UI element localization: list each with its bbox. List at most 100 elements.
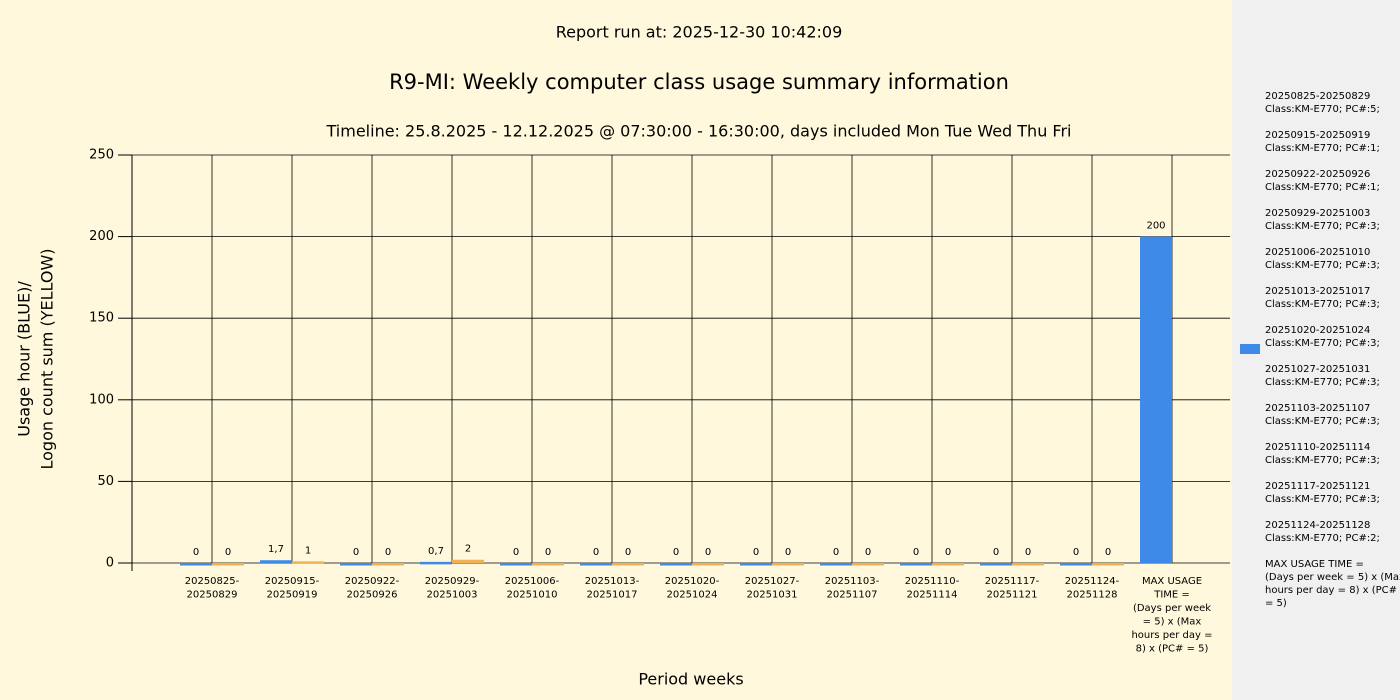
value-label: 0 — [753, 547, 759, 558]
bar — [532, 563, 564, 566]
x-tick-label: 20251027- — [745, 576, 800, 587]
y-tick-label: 250 — [89, 148, 114, 163]
value-label: 2 — [465, 544, 471, 555]
legend-text: = 5) — [1265, 598, 1287, 609]
bar — [1092, 563, 1124, 566]
bar — [500, 563, 532, 566]
y-tick-label: 200 — [89, 229, 114, 244]
bar — [1012, 563, 1044, 566]
bar — [260, 560, 292, 563]
x-tick-label: 20251006- — [505, 576, 560, 587]
value-label: 0 — [833, 547, 839, 558]
legend-text: MAX USAGE TIME = — [1265, 559, 1364, 570]
legend-text: Class:KM-E770; PC#:3; — [1265, 338, 1380, 349]
legend-text: Class:KM-E770; PC#:1; — [1265, 182, 1380, 193]
x-tick-label: 20251103- — [825, 576, 880, 587]
bar — [340, 563, 372, 566]
legend-text: 20251110-20251114 — [1265, 442, 1370, 453]
legend-text: Class:KM-E770; PC#:3; — [1265, 455, 1380, 466]
value-label: 0 — [673, 547, 679, 558]
x-tick-label: 20251013- — [585, 576, 640, 587]
legend-text: 20251006-20251010 — [1265, 247, 1370, 258]
x-tick-label: 20251010 — [507, 590, 558, 601]
legend-text: 20251103-20251107 — [1265, 403, 1370, 414]
y-axis-title-line: Logon count sum (YELLOW) — [38, 248, 57, 469]
x-tick-label: 20251128 — [1067, 590, 1118, 601]
value-label: 0 — [193, 547, 199, 558]
y-tick-label: 0 — [106, 556, 114, 571]
x-tick-label: 20251121 — [987, 590, 1038, 601]
x-tick-label: 20251003 — [427, 590, 478, 601]
bar — [772, 563, 804, 566]
bar — [820, 563, 852, 566]
value-label: 0 — [593, 547, 599, 558]
bar — [660, 563, 692, 566]
x-tick-label: 20250825- — [185, 576, 240, 587]
legend-text: Class:KM-E770; PC#:5; — [1265, 104, 1380, 115]
x-tick-label: 20251107 — [827, 590, 878, 601]
x-tick-label: 20251020- — [665, 576, 720, 587]
x-tick-label: 20251124- — [1065, 576, 1120, 587]
legend-text: 20251117-20251121 — [1265, 481, 1370, 492]
bar — [692, 563, 724, 566]
x-tick-label: 20250915- — [265, 576, 320, 587]
x-tick-label: 20251110- — [905, 576, 960, 587]
value-label: 0 — [513, 547, 519, 558]
x-tick-label: (Days per week — [1133, 603, 1211, 614]
legend-text: 20251027-20251031 — [1265, 364, 1370, 375]
bar — [580, 563, 612, 566]
x-tick-label: 20251114 — [907, 590, 958, 601]
value-label: 0 — [785, 547, 791, 558]
x-tick-label: 8) x (PC# = 5) — [1136, 644, 1209, 655]
bar — [900, 563, 932, 566]
value-label: 0 — [353, 547, 359, 558]
legend-text: Class:KM-E770; PC#:3; — [1265, 299, 1380, 310]
value-label: 0 — [385, 547, 391, 558]
legend-text: Class:KM-E770; PC#:3; — [1265, 260, 1380, 271]
chart-subtitle: Timeline: 25.8.2025 - 12.12.2025 @ 07:30… — [326, 122, 1072, 141]
x-tick-label: 20250829 — [187, 590, 238, 601]
bar — [852, 563, 884, 566]
legend-text: 20251020-20251024 — [1265, 325, 1370, 336]
legend-text: 20250922-20250926 — [1265, 169, 1370, 180]
legend-text: Class:KM-E770; PC#:3; — [1265, 416, 1380, 427]
value-label: 0 — [865, 547, 871, 558]
value-label: 0 — [1025, 547, 1031, 558]
legend-text: Class:KM-E770; PC#:2; — [1265, 533, 1380, 544]
bar — [452, 559, 484, 563]
legend-text: Class:KM-E770; PC#:1; — [1265, 143, 1380, 154]
y-tick-label: 150 — [89, 311, 114, 326]
bar — [1140, 236, 1172, 563]
value-label: 0 — [913, 547, 919, 558]
legend-swatch — [1240, 344, 1260, 354]
value-label: 0 — [545, 547, 551, 558]
x-tick-label: 20250922- — [345, 576, 400, 587]
x-axis-title: Period weeks — [638, 670, 743, 689]
y-axis-title: Usage hour (BLUE)/ Logon count sum (YELL… — [15, 248, 57, 469]
legend-text: 20251124-20251128 — [1265, 520, 1370, 531]
value-label: 0 — [225, 547, 231, 558]
value-label: 200 — [1146, 221, 1165, 232]
x-tick-label: hours per day = — [1131, 630, 1212, 641]
value-label: 0 — [625, 547, 631, 558]
legend-text: 20251013-20251017 — [1265, 286, 1370, 297]
bar — [612, 563, 644, 566]
bar — [292, 561, 324, 564]
x-tick-label: 20250919 — [267, 590, 318, 601]
x-tick-label: 20250926 — [347, 590, 398, 601]
legend-text: hours per day = 8) x (PC# — [1265, 585, 1397, 596]
plot-background — [0, 0, 1232, 700]
value-label: 1,7 — [268, 544, 284, 555]
legend-text: Class:KM-E770; PC#:3; — [1265, 377, 1380, 388]
value-label: 0 — [993, 547, 999, 558]
legend-text: Class:KM-E770; PC#:3; — [1265, 221, 1380, 232]
x-tick-label: MAX USAGE — [1142, 576, 1202, 587]
bar — [180, 563, 212, 566]
x-tick-label: 20251031 — [747, 590, 798, 601]
bar — [932, 563, 964, 566]
value-label: 0,7 — [428, 546, 444, 557]
y-tick-label: 50 — [97, 474, 114, 489]
x-tick-label: = 5) x (Max — [1143, 617, 1202, 628]
